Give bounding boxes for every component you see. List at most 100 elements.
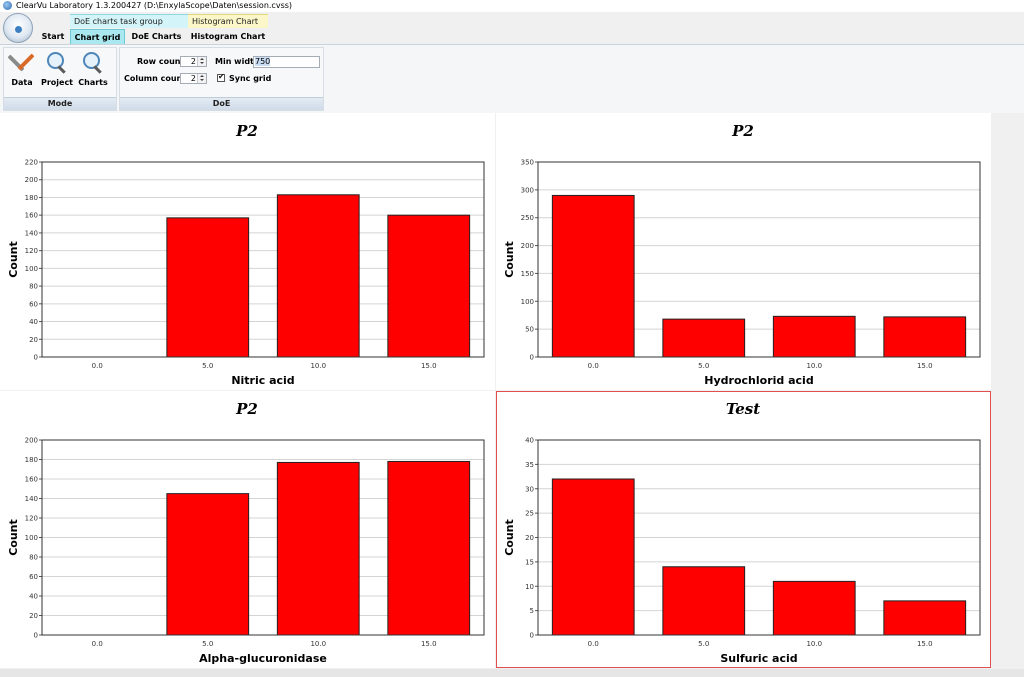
x-tick-label: 15.0: [421, 362, 437, 370]
charts-button-label: Charts: [78, 78, 108, 87]
y-tick-label: 10: [525, 583, 534, 591]
y-tick-label: 20: [29, 612, 38, 620]
spin-arrows-icon[interactable]: [197, 74, 206, 83]
app-logo-icon: [15, 26, 22, 33]
chart-svg: P2 0 50 100 150 200 250 300 350 0.0 5.0 10.0 15.0 Hyd…: [503, 122, 981, 387]
y-tick-label: 0: [530, 632, 534, 640]
y-tick-label: 35: [525, 461, 534, 469]
bar: [276, 461, 360, 636]
row-count-stepper[interactable]: 2: [180, 56, 207, 67]
sync-grid-checkbox[interactable]: [217, 72, 225, 82]
chart-svg: Test 0 5 10 15 20 25 30 35 40 0.0 5.0 10.0 15.0 Sulfur…: [503, 400, 981, 665]
project-button[interactable]: Project: [40, 50, 74, 90]
chart-panel-4[interactable]: Test 0 5 10 15 20 25 30 35 40 0.0 5.0 10.0 15.0 Sulfur…: [496, 391, 991, 668]
chart-svg: P2 0 20 40 60 80 100 120 140 160 180 200 0.0 5.0 10.0 1…: [7, 400, 485, 665]
plot-frame: [537, 161, 981, 358]
y-tick-label: 60: [29, 300, 38, 308]
x-tick-label: 0.0: [92, 640, 103, 648]
bar: [551, 194, 635, 358]
x-tick-label: 15.0: [917, 362, 933, 370]
y-tick-label: 220: [25, 159, 38, 167]
y-tick-label: 100: [521, 298, 534, 306]
chart-title: P2: [731, 122, 754, 140]
y-tick-label: 15: [525, 558, 534, 566]
spin-arrows-icon[interactable]: [197, 57, 206, 66]
tab-doe-charts[interactable]: DoE Charts: [131, 32, 182, 41]
context-group-histogram: Histogram Chart: [188, 14, 268, 28]
window-title-bar: ClearVu Laboratory 1.3.200427 (D:\Enxyla…: [0, 0, 1024, 12]
bar: [387, 460, 471, 636]
bar: [883, 316, 967, 358]
chart-title: P2: [235, 400, 258, 418]
data-button[interactable]: Data: [5, 50, 39, 90]
sync-grid-label[interactable]: Sync grid: [229, 74, 272, 83]
ribbon-group-mode: Data Project Charts Mode: [3, 47, 117, 111]
plot-frame: [537, 439, 981, 636]
ribbon: Data Project Charts Mode Row count 2 Col…: [0, 44, 1024, 114]
x-tick-label: 5.0: [698, 362, 709, 370]
y-tick-label: 160: [25, 212, 38, 220]
y-tick-label: 120: [25, 515, 38, 523]
y-tick-label: 160: [25, 476, 38, 484]
y-tick-label: 250: [521, 214, 534, 222]
x-tick-label: 15.0: [917, 640, 933, 648]
column-count-stepper[interactable]: 2: [180, 73, 207, 84]
bar: [166, 493, 250, 636]
y-tick-label: 140: [25, 495, 38, 503]
application-menu-button[interactable]: [3, 13, 33, 43]
bar: [662, 318, 746, 358]
chart-panel-2[interactable]: P2 0 50 100 150 200 250 300 350 0.0 5.0 10.0 15.0 Hyd…: [496, 113, 991, 390]
y-tick-label: 200: [25, 437, 38, 445]
bar: [772, 580, 856, 636]
ribbon-group-doe: Row count 2 Column count 2 Min width 750…: [119, 47, 324, 111]
status-bar: [0, 669, 1024, 677]
plot-frame: [41, 161, 485, 358]
chart-title: P2: [235, 122, 258, 140]
magnifier-icon: [45, 50, 69, 74]
chart-panel-1[interactable]: P2 0 20 40 60 80 100 120 140 160 180 200 220 0.0 5.0 10…: [0, 113, 495, 390]
row-count-value: 2: [190, 57, 196, 66]
bar: [551, 478, 635, 636]
y-tick-label: 50: [525, 326, 534, 334]
bar: [772, 315, 856, 358]
tools-icon: [10, 50, 34, 74]
y-tick-label: 80: [29, 283, 38, 291]
y-tick-label: 100: [25, 265, 38, 273]
ribbon-tabs: Start Chart grid DoE Charts Histogram Ch…: [0, 28, 1024, 44]
y-axis-label: Count: [7, 241, 20, 278]
y-tick-label: 0: [34, 632, 38, 640]
y-tick-label: 180: [25, 456, 38, 464]
tab-histogram-chart[interactable]: Histogram Chart: [190, 32, 266, 41]
min-width-input[interactable]: 750: [253, 56, 320, 68]
mode-group-label: Mode: [4, 97, 116, 110]
x-tick-label: 10.0: [806, 362, 822, 370]
column-count-label: Column count: [124, 74, 187, 83]
y-tick-label: 60: [29, 573, 38, 581]
x-axis-label: Nitric acid: [231, 374, 294, 387]
tab-start[interactable]: Start: [41, 32, 65, 41]
x-tick-label: 15.0: [421, 640, 437, 648]
charts-button[interactable]: Charts: [76, 50, 110, 90]
x-tick-label: 0.0: [588, 362, 599, 370]
x-axis-label: Sulfuric acid: [720, 652, 797, 665]
y-tick-label: 20: [29, 336, 38, 344]
app-icon: [3, 1, 12, 10]
x-axis-label: Alpha-glucuronidase: [199, 652, 327, 665]
y-tick-label: 40: [525, 437, 534, 445]
doe-group-label: DoE: [120, 97, 323, 110]
y-tick-label: 300: [521, 186, 534, 194]
x-tick-label: 5.0: [202, 640, 213, 648]
chart-panel-3[interactable]: P2 0 20 40 60 80 100 120 140 160 180 200 0.0 5.0 10.0 1…: [0, 391, 495, 668]
window-title: ClearVu Laboratory 1.3.200427 (D:\Enxyla…: [16, 1, 293, 10]
y-tick-label: 25: [525, 510, 534, 518]
x-axis-label: Hydrochlorid acid: [704, 374, 813, 387]
x-tick-label: 10.0: [806, 640, 822, 648]
chart-grid: P2 0 20 40 60 80 100 120 140 160 180 200 220 0.0 5.0 10…: [0, 113, 1024, 669]
y-tick-label: 150: [521, 270, 534, 278]
data-button-label: Data: [11, 78, 33, 87]
y-tick-label: 200: [25, 176, 38, 184]
tab-chart-grid[interactable]: Chart grid: [70, 29, 125, 44]
y-tick-label: 0: [530, 354, 534, 362]
chart-title: Test: [726, 400, 760, 418]
project-button-label: Project: [40, 78, 74, 87]
